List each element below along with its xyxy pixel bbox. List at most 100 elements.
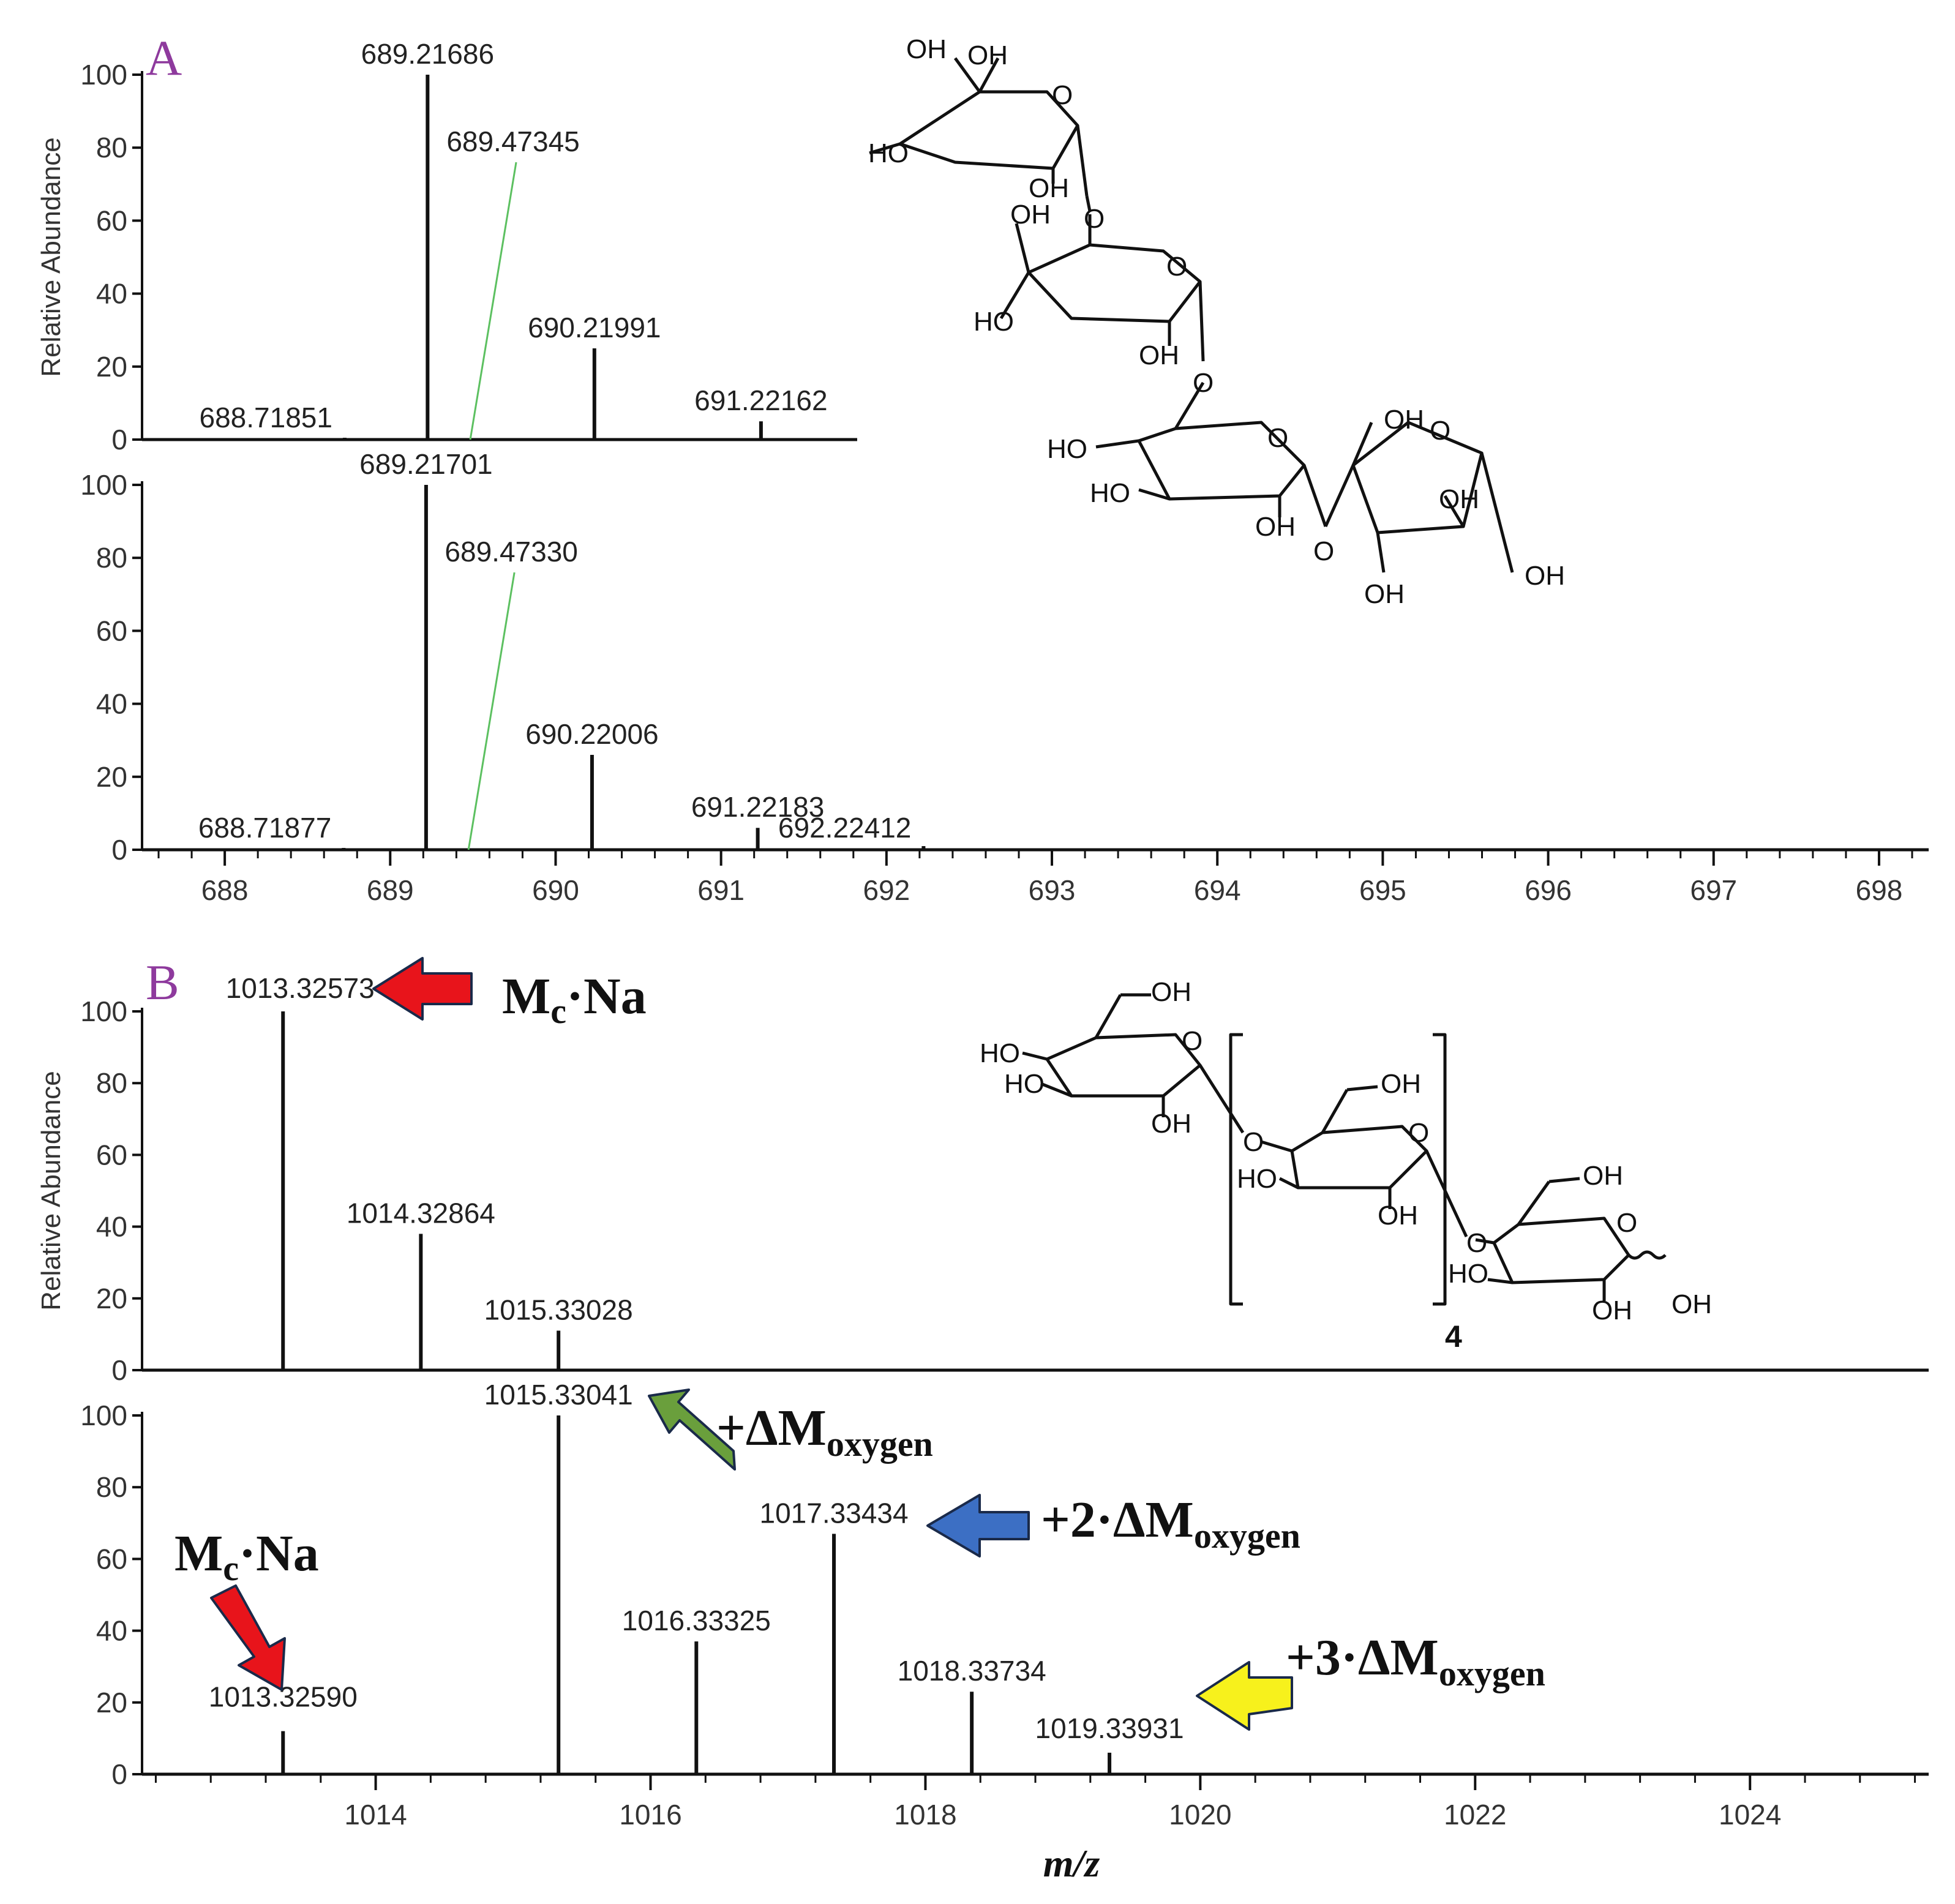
y-tick-label: 40: [96, 1211, 127, 1243]
chem-label: OH: [967, 40, 1008, 70]
x-tick-label: 1022: [1444, 1799, 1506, 1831]
y-tick-label: 20: [96, 351, 127, 383]
chemical-structure-a: [869, 57, 1514, 573]
spectrum-a-top: 0 20 40 60 80 100 Relative Abundance 688.71851 6…: [36, 38, 857, 455]
yellow-arrow: [1196, 1661, 1293, 1731]
panel-letter-b: B: [146, 954, 179, 1010]
peak-label: 689.47345: [446, 126, 579, 157]
chemical-structure-b-labels: OH O HO HO OH O OH O HO OH O OH O HO OH …: [980, 977, 1712, 1354]
red-arrow-left: [372, 957, 473, 1021]
y-tick-label: 0: [111, 1758, 127, 1790]
red-arrow-down: [210, 1584, 286, 1691]
x-tick-label: 692: [863, 874, 910, 906]
chemical-structure-a-labels: OH OH HO O OH O OH O HO OH O O HO HO OH …: [868, 34, 1565, 609]
x-tick-label: 690: [532, 874, 579, 906]
x-tick-label: 695: [1359, 874, 1406, 906]
y-tick-label: 100: [80, 469, 127, 501]
y-tick-label: 100: [80, 1400, 127, 1431]
chem-label: OH: [1592, 1295, 1632, 1325]
chem-label: OH: [1672, 1289, 1712, 1319]
peak-label: 688.71851: [200, 402, 332, 433]
chem-label: OH: [906, 34, 947, 64]
y-tick-label: 20: [96, 1283, 127, 1314]
x-tick-label: 698: [1856, 874, 1903, 906]
y-tick-label: 0: [111, 834, 127, 866]
y-tick-label: 100: [80, 59, 127, 91]
peak-label: 1016.33325: [622, 1605, 771, 1636]
y-tick-label: 100: [80, 995, 127, 1027]
y-tick-label: 80: [96, 1471, 127, 1503]
x-tick-label: 1018: [894, 1799, 956, 1831]
chem-label: HO: [1237, 1164, 1277, 1194]
chem-label: HO: [974, 307, 1014, 337]
chem-label: O: [1084, 204, 1105, 234]
chem-label: O: [1052, 80, 1073, 110]
chem-label: OH: [1139, 340, 1179, 370]
x-tick-label: 693: [1029, 874, 1076, 906]
y-tick-label: 0: [111, 424, 127, 455]
y-tick-label: 40: [96, 278, 127, 310]
chem-label: HO: [1090, 478, 1130, 508]
peak-label: 690.21991: [528, 312, 661, 343]
peak-label: 690.22006: [525, 718, 658, 750]
x-tick-label: 1024: [1719, 1799, 1781, 1831]
y-tick-label: 60: [96, 204, 127, 236]
oxygen-2-label: +2·ΔMoxygen: [1041, 1491, 1300, 1556]
x-tick-label: 1016: [619, 1799, 681, 1831]
sugar-ring: [1351, 421, 1484, 534]
chem-label: O: [1408, 1118, 1429, 1148]
chem-label: OH: [1255, 512, 1296, 542]
peak-label: 1015.33028: [484, 1294, 633, 1326]
chem-label: HO: [980, 1038, 1020, 1068]
peak-label: 689.47330: [445, 536, 577, 568]
chem-label: OH: [1151, 977, 1191, 1007]
peak-label: 692.22412: [778, 812, 911, 844]
y-tick-label: 60: [96, 615, 127, 647]
x-tick-label: 688: [201, 874, 249, 906]
oxygen-1-label: +ΔMoxygen: [716, 1400, 933, 1464]
chem-label: O: [1166, 252, 1187, 282]
y-tick-label: 80: [96, 132, 127, 163]
green-arrow: [648, 1389, 736, 1471]
x-tick-label: 697: [1690, 874, 1737, 906]
chem-label: OH: [1151, 1109, 1191, 1139]
peak-label: 689.21701: [359, 448, 492, 480]
y-axis-title: Relative Abundance: [36, 137, 66, 377]
chem-label: OH: [1384, 405, 1424, 435]
x-tick-label: 689: [367, 874, 414, 906]
y-tick-label: 0: [111, 1354, 127, 1386]
chem-label: OH: [1583, 1161, 1623, 1191]
spectrum-a-bottom: 0 20 40 60 80 100 688 689 690 691 692 693 694 695 696 6…: [80, 448, 1929, 906]
y-tick-label: 60: [96, 1139, 127, 1171]
peak-label: 1014.32864: [347, 1197, 495, 1229]
repeat-count: 4: [1445, 1319, 1462, 1354]
sugar-ring: [1492, 1216, 1630, 1284]
chem-label: HO: [1047, 434, 1087, 464]
x-tick-label: 691: [697, 874, 745, 906]
chem-label: HO: [868, 138, 909, 168]
peak-label: 1019.33931: [1035, 1712, 1184, 1744]
x-tick-label: 694: [1194, 874, 1241, 906]
chem-label: OH: [1010, 200, 1051, 230]
spectrum-b-top: 0 20 40 60 80 100 Relative Abundance 1013.32573…: [36, 972, 1929, 1386]
chem-label: O: [1313, 536, 1334, 566]
peak-label: 1015.33041: [484, 1379, 633, 1411]
y-tick-label: 20: [96, 1687, 127, 1718]
sugar-ring: [898, 90, 1079, 170]
y-tick-label: 60: [96, 1543, 127, 1575]
chemical-structure-b: [1022, 993, 1667, 1306]
chem-label: HO: [1448, 1259, 1488, 1289]
chem-label: OH: [1381, 1069, 1421, 1099]
chem-label: OH: [1439, 484, 1479, 514]
repeat-bracket-right: [1433, 1033, 1447, 1306]
chem-label: O: [1466, 1228, 1487, 1258]
y-tick-label: 80: [96, 1067, 127, 1099]
y-tick-label: 20: [96, 761, 127, 793]
peak-leader-line: [467, 572, 516, 850]
chem-label: OH: [1364, 579, 1405, 609]
chem-label: O: [1430, 416, 1450, 446]
peak-label: 1017.33434: [760, 1497, 909, 1529]
wavy-bond: [1627, 1250, 1667, 1260]
y-tick-label: 80: [96, 542, 127, 574]
